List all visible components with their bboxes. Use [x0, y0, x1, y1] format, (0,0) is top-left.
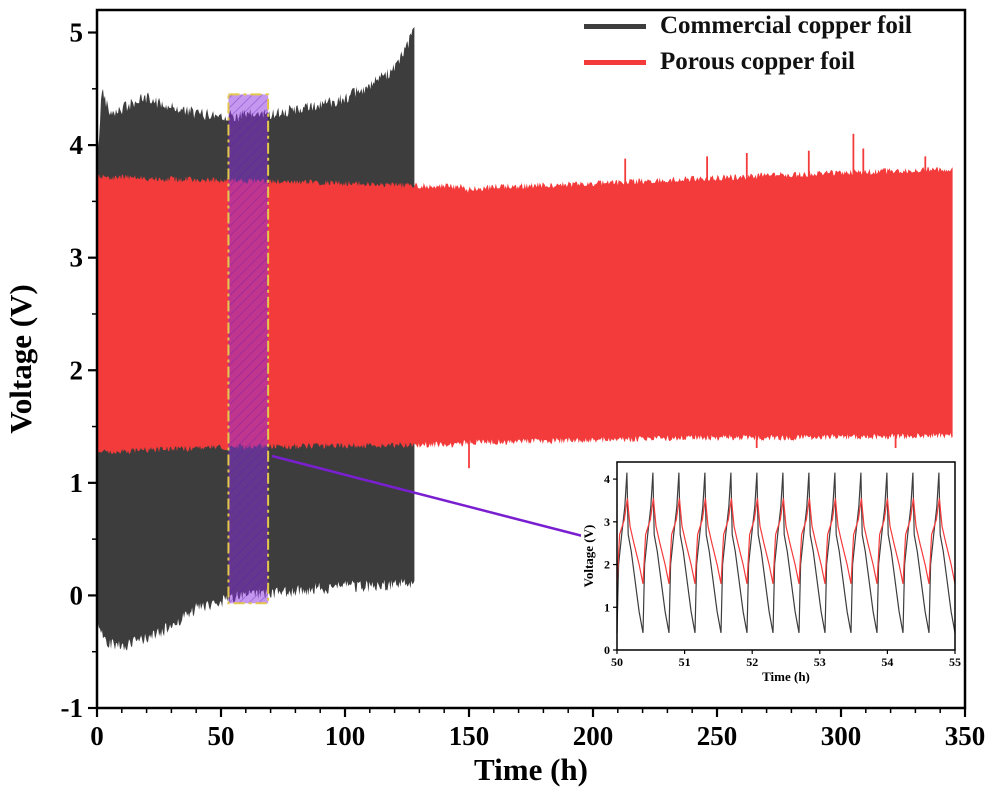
- y-tick-label: -1: [61, 693, 84, 723]
- y-tick-label: 3: [70, 243, 84, 273]
- inset-y-tick-label: 1: [604, 600, 610, 614]
- inset-x-tick-label: 51: [679, 655, 691, 669]
- x-tick-label: 300: [821, 721, 862, 751]
- zoom-arrow: [271, 454, 604, 547]
- y-axis-title-wrap: Voltage (V): [0, 0, 42, 718]
- x-tick-label: 100: [325, 721, 366, 751]
- inset-x-tick-label: 53: [814, 655, 826, 669]
- x-tick-label: 150: [449, 721, 490, 751]
- legend-line-commercial-icon: [584, 23, 646, 29]
- y-tick-label: 5: [70, 18, 84, 48]
- x-tick-label: 250: [697, 721, 738, 751]
- x-tick-label: 350: [945, 721, 986, 751]
- inset-x-tick-label: 50: [611, 655, 623, 669]
- y-tick-label: 4: [70, 130, 84, 160]
- x-axis-title: Time (h): [474, 752, 588, 787]
- inset-y-axis-title: Voltage (V): [581, 525, 596, 588]
- inset-x-tick-label: 52: [746, 655, 758, 669]
- y-tick-label: 1: [70, 468, 84, 498]
- x-tick-label: 50: [208, 721, 235, 751]
- inset-y-tick-label: 2: [604, 558, 610, 572]
- band-porous-copper-foil: [97, 167, 953, 455]
- x-tick-label: 0: [90, 721, 104, 751]
- inset-x-tick-label: 55: [949, 655, 961, 669]
- x-tick-label: 200: [573, 721, 614, 751]
- legend-label-commercial: Commercial copper foil: [660, 12, 912, 39]
- y-tick-label: 0: [70, 580, 84, 610]
- highlight-region: [227, 93, 270, 605]
- inset-y-tick-label: 3: [604, 515, 610, 529]
- inset-plot: 50 51 52 53 54 55 0 1 2 3 4 Time (h) Voltage (V): [581, 448, 973, 690]
- inset-y-tick-label: 4: [604, 472, 610, 486]
- legend-line-porous-icon: [584, 59, 646, 65]
- legend-label-porous: Porous copper foil: [660, 48, 855, 75]
- inset-x-axis-title: Time (h): [762, 669, 810, 684]
- inset-y-tick-label: 0: [604, 643, 610, 657]
- legend-item-porous: Porous copper foil: [584, 48, 912, 76]
- legend-item-commercial: Commercial copper foil: [584, 12, 912, 40]
- inset-frame: [616, 461, 956, 651]
- inset-x-tick-label: 54: [881, 655, 893, 669]
- y-tick-label: 2: [70, 355, 84, 385]
- legend: Commercial copper foil Porous copper foi…: [584, 12, 912, 76]
- inset-curve-porous: [616, 498, 956, 584]
- y-axis-title: Voltage (V): [3, 284, 38, 434]
